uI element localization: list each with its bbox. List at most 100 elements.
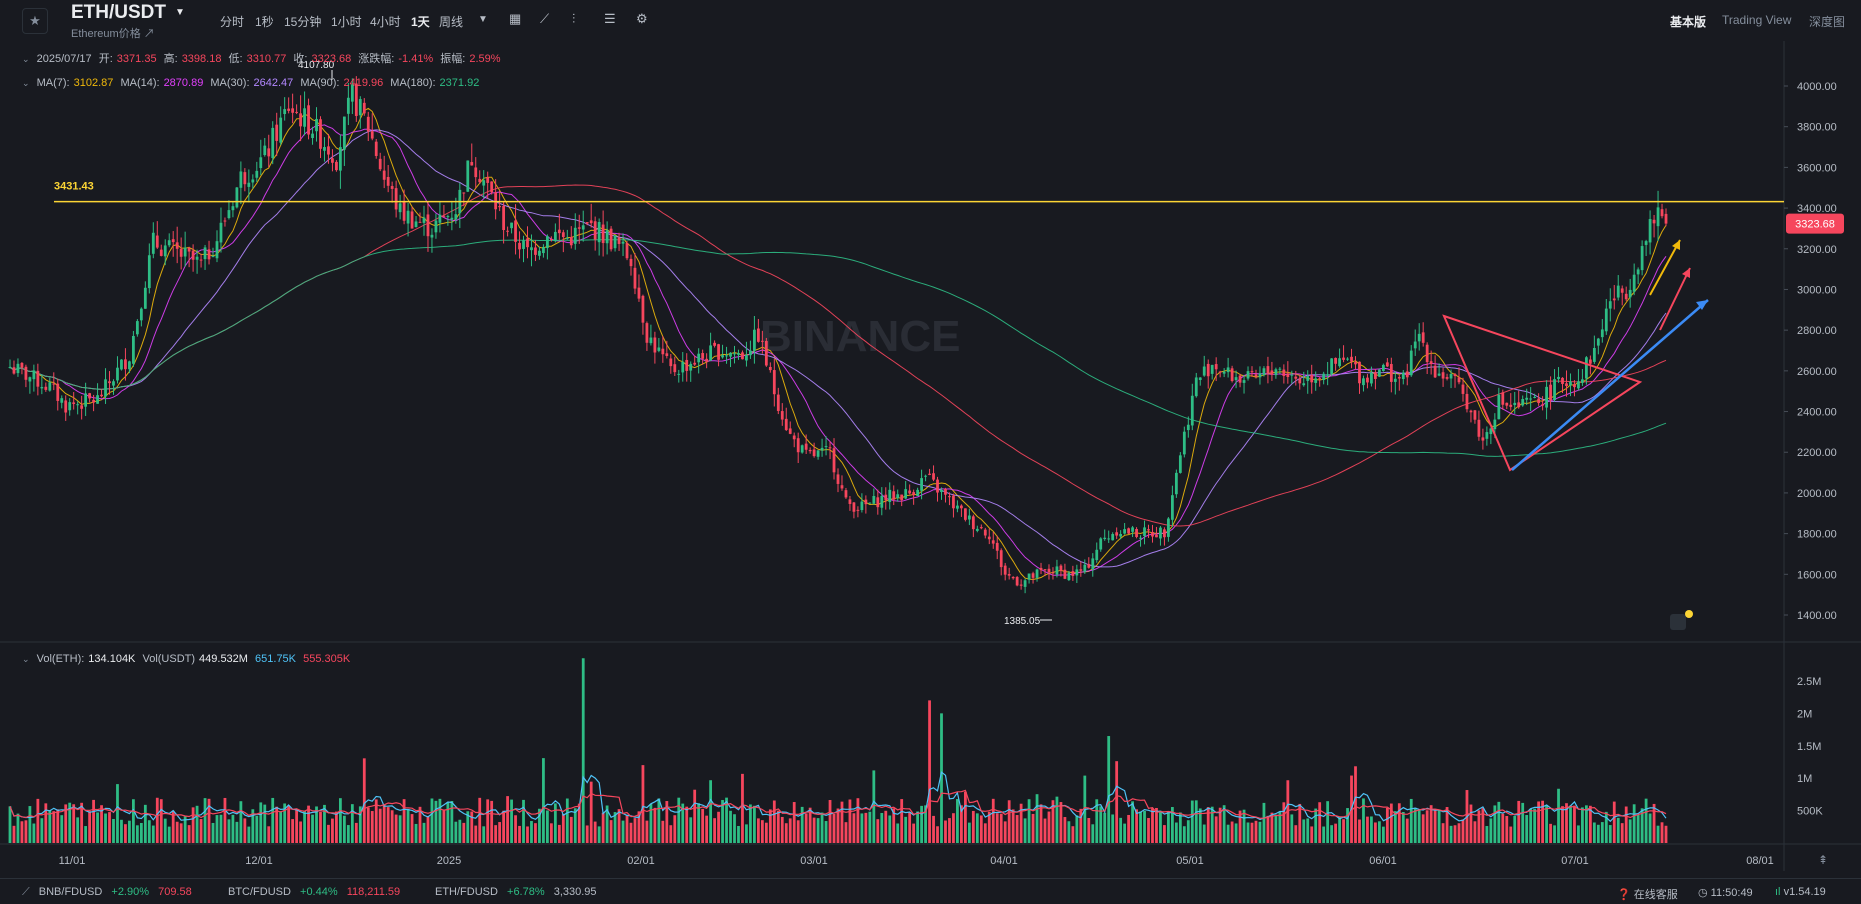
candle-body <box>661 348 665 355</box>
interval-tab[interactable]: 周线 <box>439 15 464 29</box>
volume-bar <box>812 817 816 843</box>
volume-bar <box>645 820 649 843</box>
volume-bar <box>904 816 908 843</box>
time-tick-label: 05/01 <box>1176 855 1204 867</box>
candle-body <box>979 527 983 529</box>
collapse-caret-icon[interactable]: ⌄ <box>22 654 30 664</box>
volume-bar <box>1254 820 1258 843</box>
clock: ◷ 11:50:49 <box>1698 886 1753 899</box>
layout-icon[interactable]: ☰ <box>604 11 616 26</box>
volume-bar <box>132 799 135 843</box>
volume-bar <box>327 824 330 843</box>
volume-bar <box>1302 819 1306 843</box>
volume-bar <box>581 658 585 843</box>
interval-tab[interactable]: 4小时 <box>370 15 401 29</box>
candle-body <box>1565 383 1568 386</box>
view-tab-basic[interactable]: 基本版 <box>1670 15 1707 29</box>
candle-body <box>1425 344 1429 363</box>
candle-body <box>283 109 287 115</box>
symbol-title[interactable]: ETH/USDT <box>71 2 166 23</box>
collapse-caret-icon[interactable]: ⌄ <box>22 78 30 88</box>
collapse-caret-icon[interactable]: ⌄ <box>22 54 30 64</box>
volume-bar <box>653 807 657 843</box>
interval-tab[interactable]: 1秒 <box>255 15 274 29</box>
interval-tab[interactable]: 分时 <box>220 15 245 29</box>
candle-body <box>1294 376 1298 379</box>
volume-bar <box>291 819 295 843</box>
price-chart[interactable]: BINANCE 4000.00 3800.00 3600.00 3400.00 3200.… <box>0 41 1861 878</box>
volume-bar <box>828 800 832 843</box>
favorite-button[interactable]: ★ <box>22 8 48 34</box>
price-tick-label: 2600.00 <box>1797 366 1837 378</box>
interval-tab[interactable]: 1小时 <box>331 15 362 29</box>
candle-body <box>577 227 581 229</box>
candle-body <box>1007 574 1011 576</box>
volume-bar <box>589 781 593 843</box>
interval-tab[interactable]: 15分钟 <box>284 15 322 29</box>
volume-bar <box>84 826 88 843</box>
volume-bar <box>569 816 573 843</box>
online-support[interactable]: ❓ 在线客服 <box>1617 886 1678 902</box>
caret-down-icon[interactable]: ▼ <box>175 7 185 18</box>
volume-bar <box>1286 780 1290 843</box>
candle-body <box>1445 377 1449 379</box>
ticker-eth[interactable]: ETH/FDUSD +6.78% 3,330.95 <box>435 886 603 898</box>
interval-tab-active[interactable]: 1天 <box>411 15 430 29</box>
amplitude-label: 振幅: <box>440 53 466 65</box>
candle-body <box>673 364 677 373</box>
calendar-icon[interactable]: ▦ <box>509 11 522 26</box>
amplitude-value: 2.59% <box>469 53 501 65</box>
volume-bar <box>705 815 709 843</box>
candle-body <box>1537 398 1541 404</box>
candle-body <box>514 220 517 242</box>
volume-bar <box>936 826 939 843</box>
volume-bar <box>1003 821 1007 843</box>
candle-body <box>243 172 247 185</box>
candle-body <box>482 180 486 186</box>
ticker-btc[interactable]: BTC/FDUSD +0.44% 118,211.59 <box>228 886 406 898</box>
candle-body <box>625 243 629 259</box>
vol-eth-value: 134.104K <box>88 653 136 665</box>
volume-bar <box>482 826 486 843</box>
candle-body <box>629 258 633 267</box>
volume-bar <box>665 801 669 843</box>
candle-body <box>1409 350 1413 376</box>
volume-bar <box>1007 800 1011 843</box>
candle-body <box>16 363 20 374</box>
price-tick-label: 3600.00 <box>1797 162 1837 174</box>
candle-body <box>800 445 804 453</box>
view-tab-depth[interactable]: 深度图 <box>1809 15 1846 29</box>
candle-body <box>745 355 748 361</box>
candle-body <box>1561 377 1564 384</box>
volume-bar <box>1131 801 1134 843</box>
candle-body <box>1417 333 1421 342</box>
indicator-icon[interactable]: ⟋ <box>540 11 550 26</box>
candle-body <box>366 116 370 132</box>
candle-body <box>1620 288 1624 293</box>
gear-icon[interactable]: ⚙ <box>636 11 648 26</box>
candle-body <box>1581 379 1584 383</box>
volume-bar <box>661 820 665 843</box>
price-tick-label: 3800.00 <box>1797 122 1837 134</box>
candle-body <box>1159 527 1162 539</box>
candle-body <box>406 210 410 224</box>
volume-bar <box>900 799 904 843</box>
more-intervals-caret-icon[interactable]: ▼ <box>478 14 488 25</box>
volume-bar <box>888 815 892 843</box>
candle-type-icon[interactable]: ⫶ <box>572 11 576 26</box>
candle-body <box>772 370 776 395</box>
symbol-subtitle[interactable]: Ethereum价格 ↗ <box>71 28 155 40</box>
candle-body <box>12 367 16 374</box>
volume-bar <box>20 821 24 843</box>
volume-bar <box>1071 826 1075 843</box>
view-tab-tradingview[interactable]: Trading View <box>1722 13 1792 27</box>
candle-body <box>633 267 637 289</box>
volume-bar <box>1043 818 1047 843</box>
volume-bar <box>323 804 326 843</box>
candle-body <box>167 240 171 246</box>
ticker-bnb[interactable]: ⟋ BNB/FDUSD +2.90% 709.58 <box>22 886 198 899</box>
candle-body <box>438 214 442 223</box>
volume-bar <box>215 815 219 843</box>
candle-body <box>729 352 732 357</box>
candle-body <box>768 366 772 371</box>
